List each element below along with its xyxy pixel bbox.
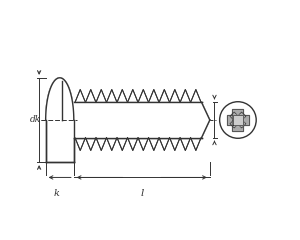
Polygon shape bbox=[232, 109, 243, 120]
Text: dk: dk bbox=[30, 115, 41, 125]
Text: d: d bbox=[219, 115, 225, 125]
Text: l: l bbox=[140, 189, 143, 198]
Polygon shape bbox=[236, 118, 246, 128]
Polygon shape bbox=[236, 112, 246, 122]
Polygon shape bbox=[232, 120, 243, 131]
Polygon shape bbox=[46, 78, 74, 120]
Polygon shape bbox=[230, 112, 240, 122]
Polygon shape bbox=[74, 102, 210, 138]
Polygon shape bbox=[226, 114, 238, 126]
Polygon shape bbox=[238, 114, 249, 126]
Text: k: k bbox=[53, 189, 59, 198]
Circle shape bbox=[220, 102, 256, 138]
Polygon shape bbox=[230, 118, 240, 128]
Polygon shape bbox=[233, 115, 243, 125]
